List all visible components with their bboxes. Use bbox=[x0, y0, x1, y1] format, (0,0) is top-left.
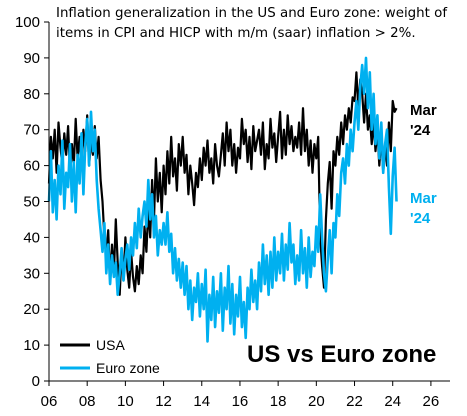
chart-title-line-1: Inflation generalization in the US and E… bbox=[56, 6, 448, 21]
x-tick-label: 08 bbox=[79, 393, 96, 410]
end-label-layer: Mar '24 Mar '24 bbox=[410, 102, 437, 227]
x-tick-label: 22 bbox=[346, 393, 363, 410]
overlay-label: US vs Euro zone bbox=[247, 341, 437, 368]
x-tick-label: 14 bbox=[193, 393, 210, 410]
x-tick-label: 06 bbox=[41, 393, 58, 410]
legend-label: USA bbox=[96, 337, 125, 353]
chart-title: Inflation generalization in the US and E… bbox=[56, 4, 464, 44]
x-tick-label: 18 bbox=[270, 393, 287, 410]
y-tick-label: 60 bbox=[23, 158, 40, 175]
series-line-euro-zone bbox=[47, 56, 398, 343]
x-tick-label: 10 bbox=[117, 393, 134, 410]
end-label-usa: Mar bbox=[410, 102, 437, 119]
x-tick-label: 24 bbox=[384, 393, 401, 410]
legend: USA Euro zone bbox=[60, 337, 160, 376]
y-tick-label: 50 bbox=[23, 194, 40, 211]
y-tick-label: 20 bbox=[23, 301, 40, 318]
x-tick-label: 12 bbox=[155, 393, 172, 410]
tick-layer: 0 10 20 30 40 50 60 70 80 90 100 06 08 10 12 14 16 18 20 22… bbox=[15, 14, 439, 410]
end-label-euro-zone: Mar bbox=[410, 190, 437, 207]
y-tick-label: 90 bbox=[23, 50, 40, 67]
x-tick-label: 16 bbox=[232, 393, 249, 410]
y-tick-label: 70 bbox=[23, 122, 40, 139]
y-tick-label: 10 bbox=[23, 337, 40, 354]
y-tick-label: 30 bbox=[23, 265, 40, 282]
series-layer bbox=[47, 56, 398, 343]
y-tick-label: 80 bbox=[23, 86, 40, 103]
x-tick-label: 26 bbox=[423, 393, 440, 410]
x-tick-label: 20 bbox=[308, 393, 325, 410]
y-tick-label: 100 bbox=[15, 14, 40, 31]
legend-label: Euro zone bbox=[96, 360, 160, 376]
y-tick-label: 40 bbox=[23, 229, 40, 246]
y-tick-label: 0 bbox=[32, 373, 40, 390]
end-label-usa: '24 bbox=[410, 122, 431, 139]
chart-title-line-2: items in CPI and HICP with m/m (saar) in… bbox=[56, 26, 416, 41]
end-label-euro-zone: '24 bbox=[410, 210, 431, 227]
